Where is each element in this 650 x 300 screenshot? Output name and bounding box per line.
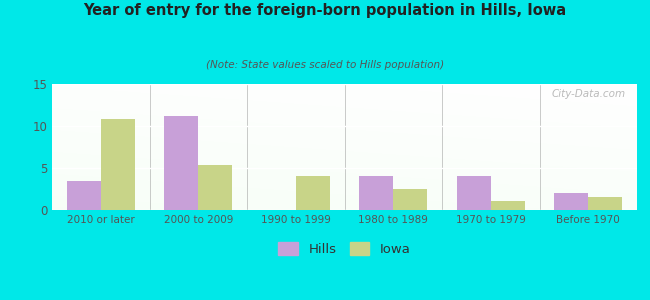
Bar xyxy=(491,201,525,210)
Bar xyxy=(198,165,233,210)
Text: Year of entry for the foreign-born population in Hills, Iowa: Year of entry for the foreign-born popul… xyxy=(83,3,567,18)
Text: City-Data.com: City-Data.com xyxy=(551,89,625,99)
Bar xyxy=(66,181,101,210)
Bar xyxy=(588,197,623,210)
Bar xyxy=(393,189,428,210)
Legend: Hills, Iowa: Hills, Iowa xyxy=(273,237,416,261)
Bar xyxy=(359,176,393,210)
Bar xyxy=(164,116,198,210)
Bar xyxy=(296,176,330,210)
Bar xyxy=(101,119,135,210)
Text: (Note: State values scaled to Hills population): (Note: State values scaled to Hills popu… xyxy=(206,60,444,70)
Bar xyxy=(554,193,588,210)
Bar xyxy=(457,176,491,210)
